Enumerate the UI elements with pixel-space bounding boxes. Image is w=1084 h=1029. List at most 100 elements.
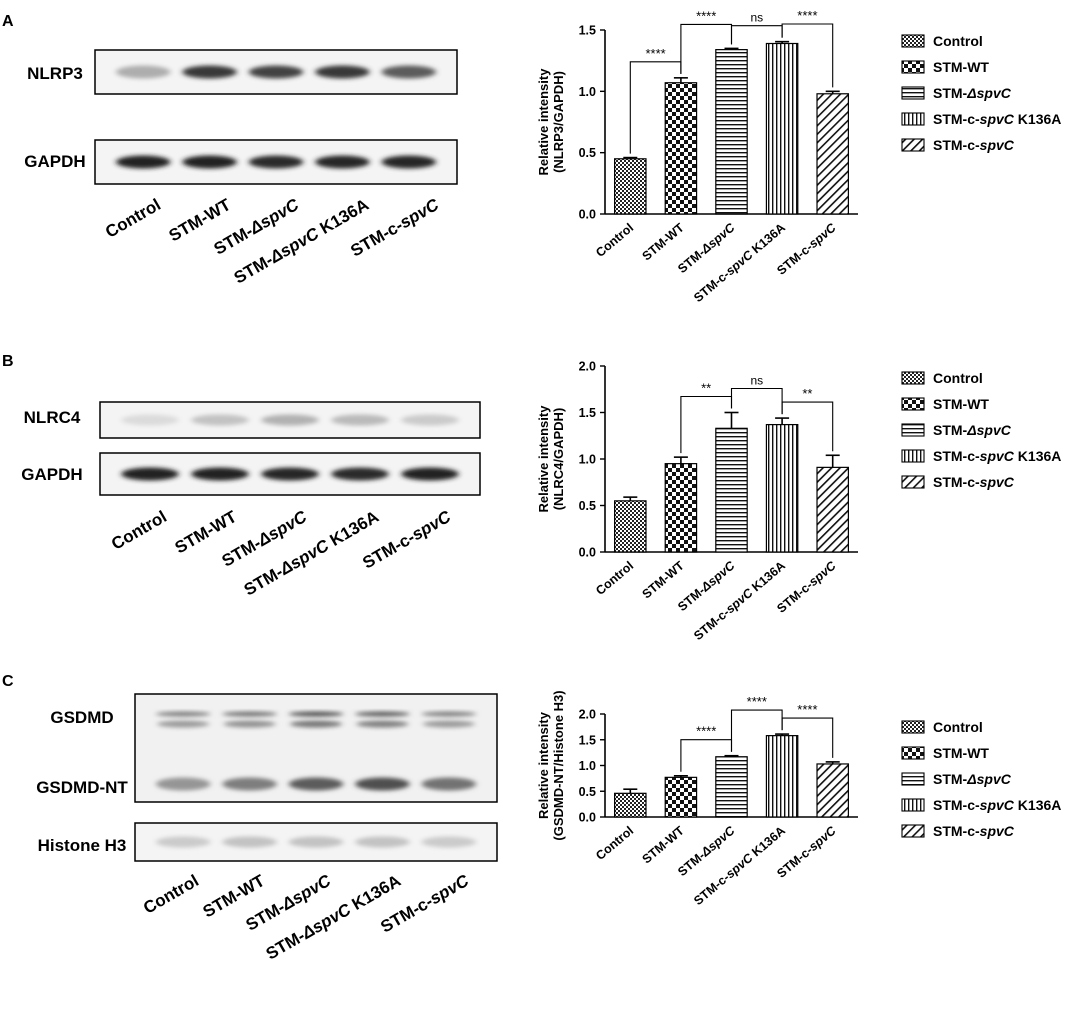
bar-chart: 0.0 0.5 1.0 1.5 Relative intensity (NLRP3/GAP… — [536, 8, 858, 305]
significance-label: **** — [696, 724, 716, 739]
bar-stm-wt — [664, 82, 698, 215]
blot-lane-label: Control — [108, 507, 170, 554]
blot-band — [381, 65, 437, 79]
significance-bracket: ** — [781, 386, 834, 452]
x-tick-label: STM-WT — [640, 220, 688, 263]
bracket-line — [730, 387, 783, 415]
legend-label: STM-WT — [933, 59, 989, 75]
blot-band — [261, 467, 319, 481]
legend: Control STM-WT STM-ΔspvC STM-c-spvC K136A ST… — [901, 33, 1061, 153]
y-axis-label-line: (NLRP3/GAPDH) — [551, 71, 566, 173]
y-tick-label: 0.0 — [579, 546, 596, 560]
blot-band — [315, 65, 370, 79]
blot-band — [155, 777, 211, 791]
x-tick-label: Control — [593, 824, 636, 863]
significance-bracket: **** — [781, 702, 834, 758]
x-tick-label: STM-WT — [640, 823, 688, 866]
y-axis-label-line: (GSDMD-NT/Histone H3) — [551, 690, 566, 840]
blot-lane-label: Control — [140, 871, 202, 918]
y-tick-label: 1.0 — [579, 453, 596, 467]
legend-swatch-control — [901, 34, 925, 48]
blot-label: GSDMD-NT — [36, 778, 128, 797]
legend-swatch-stm-wt — [901, 60, 925, 74]
significance-label: ** — [802, 386, 812, 401]
y-tick-label: 2.0 — [579, 708, 596, 722]
blot-band — [191, 414, 249, 426]
blot-band — [421, 836, 477, 848]
legend-swatch-stm-dspvc — [901, 772, 925, 786]
blot-band — [421, 711, 477, 717]
panel-letter: A — [2, 13, 14, 30]
bracket-line — [781, 717, 834, 758]
blot-band — [355, 836, 410, 848]
blot-band — [261, 414, 319, 426]
y-tick-label: 0.0 — [579, 811, 596, 825]
legend-label: Control — [933, 370, 983, 386]
y-tick-label: 0.0 — [579, 208, 596, 222]
y-axis-label: Relative intensity (NLRP3/GAPDH) — [536, 68, 566, 176]
blot-band — [248, 65, 304, 79]
legend-swatch-stm-c-spvc — [901, 138, 925, 152]
blot-band — [421, 777, 477, 791]
legend: Control STM-WT STM-ΔspvC STM-c-spvC K136A ST… — [901, 719, 1061, 839]
bar-stm-dspvc — [715, 756, 748, 818]
bar-chart: 0.0 0.5 1.0 1.5 2.0 Relative intensity (GSDMD-… — [536, 690, 858, 908]
x-tick-label: STM-c-spvC K136A — [691, 559, 788, 643]
blot-label: GSDMD — [50, 708, 113, 727]
bar-stm-wt — [664, 463, 698, 553]
blot-band — [401, 414, 459, 426]
blot-band — [288, 777, 344, 791]
y-axis-label-line: (NLRC4/GAPDH) — [551, 408, 566, 511]
blot-band — [356, 720, 409, 728]
significance-label: ** — [701, 381, 711, 396]
legend-swatch-stm-c-spvc — [901, 824, 925, 838]
significance-label: **** — [797, 8, 817, 23]
significance-label: **** — [696, 8, 716, 23]
bar-control — [614, 500, 647, 553]
bar-stm-c-spvc — [816, 763, 849, 818]
legend-swatch-stm-c-spvc-k136a — [901, 449, 925, 463]
blot-band — [331, 467, 389, 481]
legend-label: STM-ΔspvC — [933, 422, 1012, 438]
x-tick-label: STM-c-spvC K136A — [691, 824, 788, 908]
bar-stm-c-spvc-k136a — [765, 42, 799, 215]
bar-stm-dspvc — [715, 49, 748, 215]
panel-letter: B — [2, 353, 14, 370]
blot-band — [288, 836, 344, 848]
blot-band — [222, 836, 277, 848]
blot-band — [290, 720, 342, 728]
blot-band — [155, 711, 211, 717]
bar-control — [614, 158, 647, 215]
bracket-line — [781, 401, 834, 452]
blot-label: GAPDH — [21, 465, 82, 484]
legend-swatch-stm-c-spvc-k136a — [901, 798, 925, 812]
legend-swatch-stm-wt — [901, 397, 925, 411]
blot-band — [355, 711, 410, 717]
bar-control — [614, 792, 647, 818]
significance-bracket: **** — [781, 8, 834, 88]
legend-label: STM-ΔspvC — [933, 85, 1012, 101]
y-axis-label-line: Relative intensity — [536, 68, 551, 176]
y-tick-label: 2.0 — [579, 360, 596, 374]
blot-label: NLRP3 — [27, 64, 83, 83]
x-tick-label: STM-WT — [640, 558, 688, 601]
blot-band — [222, 711, 277, 717]
blot-label: NLRC4 — [24, 408, 81, 427]
blot-lane-label: STM-ΔspvC K136A — [241, 507, 382, 600]
blot-band — [248, 155, 304, 169]
blot-lane-label: Control — [102, 195, 164, 242]
legend-label: STM-c-spvC — [933, 823, 1015, 839]
legend-label: STM-WT — [933, 745, 989, 761]
significance-label: **** — [747, 694, 767, 709]
legend-swatch-control — [901, 371, 925, 385]
blot-band — [355, 777, 410, 791]
blot-label: Histone H3 — [38, 836, 127, 855]
blot-band — [422, 720, 475, 728]
bar-stm-c-spvc-k136a — [765, 423, 799, 553]
legend-swatch-control — [901, 720, 925, 734]
y-tick-label: 1.0 — [579, 85, 596, 99]
x-tick-label: STM-c-spvC K136A — [691, 221, 788, 305]
blot-band — [115, 155, 171, 169]
bar-stm-c-spvc-k136a — [765, 735, 799, 818]
